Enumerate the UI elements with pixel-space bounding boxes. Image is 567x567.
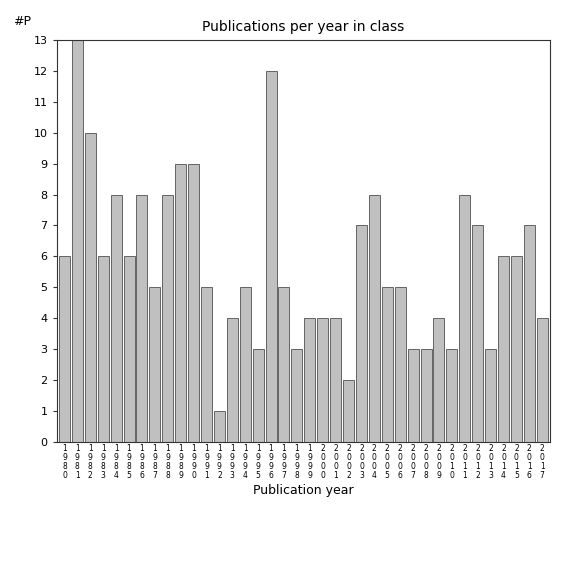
Bar	[356, 226, 367, 442]
Bar	[85, 133, 96, 442]
Bar	[72, 40, 83, 442]
Bar	[291, 349, 302, 442]
Bar	[433, 319, 445, 442]
Bar	[317, 319, 328, 442]
Bar	[188, 163, 199, 442]
Bar	[459, 194, 470, 442]
Bar	[408, 349, 418, 442]
Bar	[330, 319, 341, 442]
Bar	[446, 349, 458, 442]
Bar	[137, 194, 147, 442]
Bar	[98, 256, 109, 442]
Bar	[395, 287, 405, 442]
Bar	[214, 411, 225, 442]
Bar	[111, 194, 121, 442]
Bar	[537, 319, 548, 442]
Bar	[59, 256, 70, 442]
Bar	[498, 256, 509, 442]
Bar	[265, 71, 277, 442]
Bar	[343, 380, 354, 442]
Title: Publications per year in class: Publications per year in class	[202, 20, 404, 35]
Bar	[382, 287, 393, 442]
Bar	[421, 349, 431, 442]
Bar	[124, 256, 134, 442]
Bar	[227, 319, 238, 442]
Bar	[162, 194, 174, 442]
Bar	[175, 163, 186, 442]
X-axis label: Publication year: Publication year	[253, 484, 354, 497]
Y-axis label: #P: #P	[13, 15, 31, 28]
Bar	[524, 226, 535, 442]
Bar	[253, 349, 264, 442]
Bar	[240, 287, 251, 442]
Bar	[149, 287, 160, 442]
Bar	[511, 256, 522, 442]
Bar	[201, 287, 212, 442]
Bar	[485, 349, 496, 442]
Bar	[472, 226, 483, 442]
Bar	[369, 194, 380, 442]
Bar	[304, 319, 315, 442]
Bar	[278, 287, 290, 442]
